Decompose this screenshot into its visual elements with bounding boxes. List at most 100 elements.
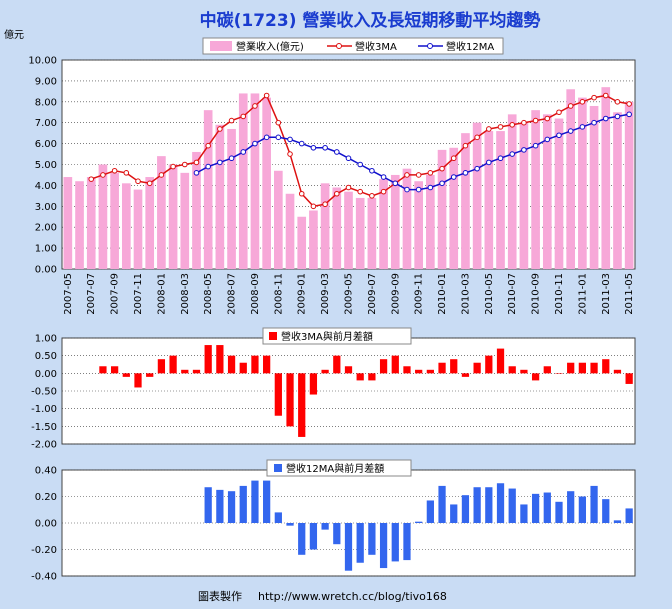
revenue-bar	[542, 114, 552, 269]
diff3-bar	[368, 373, 376, 381]
footer-url: http://www.wretch.cc/blog/tivo168	[258, 590, 447, 603]
revenue-bar	[566, 89, 576, 269]
revenue-bar	[332, 187, 342, 269]
ma3-point	[567, 103, 574, 109]
ma12-point	[450, 174, 457, 180]
diff3-bar	[379, 359, 388, 374]
x-tick-label: 2010-09	[531, 273, 542, 315]
diff12-bar	[216, 489, 224, 523]
diff12-bar	[555, 501, 563, 523]
ma3-point	[369, 193, 375, 199]
ma3-point	[474, 134, 480, 141]
diff3-bar	[543, 366, 551, 374]
ma3-point	[123, 170, 130, 176]
ma3-point	[298, 190, 305, 197]
ma12-point	[322, 144, 328, 151]
diff3-bar	[157, 359, 166, 374]
y-tick-label: -0.20	[31, 545, 57, 556]
ma3-point	[497, 124, 504, 130]
diff3-bar	[531, 373, 540, 381]
ma3-point	[357, 188, 363, 195]
x-tick-label: 2011-05	[624, 273, 635, 315]
ma3-point	[334, 190, 340, 197]
diff12-legend: 營收12MA與前月差額	[266, 459, 412, 477]
diff3-bar	[496, 348, 505, 374]
ma12-point	[415, 186, 422, 193]
revenue-bar	[110, 172, 119, 269]
x-tick-label: 2007-07	[86, 273, 97, 315]
ma12-point	[556, 132, 562, 139]
revenue-bar	[519, 122, 529, 269]
revenue-bar	[601, 87, 611, 269]
y-tick-label: 0.00	[35, 369, 57, 380]
diff3-bar	[461, 373, 470, 377]
revenue-bar	[390, 174, 400, 269]
diff12-bar	[239, 485, 247, 523]
ma12-point	[275, 134, 282, 141]
y-tick-label: 6.00	[35, 139, 57, 150]
diff12-bar	[309, 523, 318, 550]
ma3-point	[614, 99, 621, 105]
revenue-bar	[472, 122, 482, 269]
revenue-bar	[192, 151, 201, 269]
ma3-point	[322, 201, 328, 208]
diff3-bar	[181, 369, 189, 374]
ma12-point	[439, 180, 445, 187]
ma3-point	[427, 170, 434, 176]
ma3-point	[626, 101, 632, 107]
y-tick-label: 1.00	[35, 244, 57, 255]
revenue-bar	[274, 170, 283, 269]
diff3-bar	[485, 355, 493, 374]
y-tick-label: 0.20	[35, 492, 57, 503]
revenue-bar	[121, 183, 131, 269]
legend-marker-ma12	[427, 43, 433, 49]
ma3-point	[158, 172, 165, 178]
unit-label: 億元	[4, 28, 24, 41]
x-tick-label: 2010-05	[484, 273, 495, 315]
ma3-point	[532, 117, 539, 124]
ma12-point	[369, 167, 375, 174]
ma3-point	[450, 155, 457, 162]
ma3-point	[146, 180, 153, 187]
revenue-bar	[285, 193, 295, 269]
revenue-bar	[344, 191, 353, 269]
ma3-point	[111, 167, 118, 174]
revenue-bar	[496, 131, 505, 269]
revenue-bar	[507, 114, 517, 269]
y-tick-label: 1.00	[35, 334, 57, 345]
diff3-bar	[391, 355, 399, 374]
x-tick-label: 2009-11	[414, 273, 425, 315]
revenue-bar	[297, 216, 307, 269]
y-tick-label: 4.00	[35, 181, 57, 192]
ma3-point	[415, 172, 422, 178]
diff3-bar	[169, 355, 177, 374]
ma3-point	[509, 121, 516, 128]
diff3-bar	[473, 362, 481, 374]
ma3-point	[404, 172, 410, 178]
diff3-bar	[333, 355, 341, 374]
diff12-bar	[485, 487, 493, 523]
ma3-point	[380, 188, 387, 195]
diff3-bar	[508, 366, 516, 374]
revenue-bar	[98, 164, 108, 269]
x-tick-label: 2010-01	[437, 273, 448, 315]
ma3-point	[181, 161, 188, 168]
diff3-bar	[567, 362, 575, 374]
x-tick-label: 2008-05	[203, 273, 214, 315]
diff3-bar	[251, 355, 259, 374]
y-tick-label: 0.00	[35, 265, 57, 276]
ma3-point	[135, 178, 141, 185]
revenue-bar	[426, 174, 435, 269]
x-tick-label: 2008-11	[273, 273, 284, 315]
ma3-point	[579, 99, 586, 105]
diff12-bar	[286, 523, 294, 526]
diff12-bar	[543, 492, 551, 523]
revenue-bar	[63, 177, 73, 269]
ma12-point	[357, 161, 363, 168]
x-tick-label: 2009-09	[390, 273, 401, 315]
revenue-bar	[133, 189, 143, 269]
ma12-point	[240, 149, 247, 155]
legend-swatch-diff12	[274, 464, 282, 472]
revenue-bar	[75, 181, 84, 269]
x-tick-label: 2010-03	[460, 273, 471, 315]
